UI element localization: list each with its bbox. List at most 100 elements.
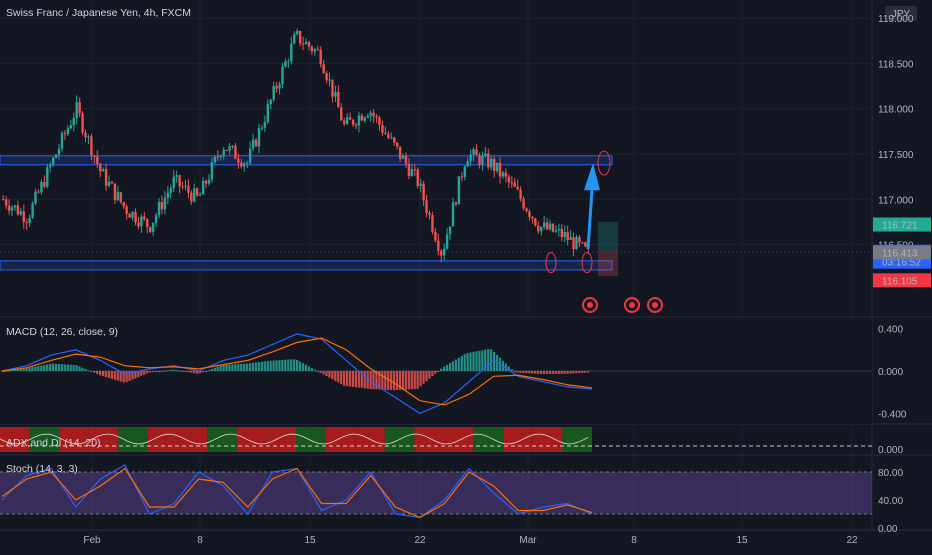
bull-candle — [443, 248, 446, 256]
macd-histogram-bar — [472, 351, 475, 371]
macd-histogram-bar — [531, 371, 534, 374]
macd-histogram-bar — [128, 371, 131, 381]
macd-histogram-bar — [381, 371, 384, 390]
macd-histogram-bar — [204, 371, 208, 372]
macd-histogram-bar — [528, 371, 531, 374]
macd-histogram-bar — [257, 362, 260, 371]
signal-line — [1, 337, 593, 406]
bear-candle — [348, 117, 352, 120]
time-tick-label: 8 — [197, 535, 203, 546]
macd-histogram-bar — [304, 364, 308, 371]
bear-candle — [7, 205, 11, 211]
adx-band — [503, 427, 533, 452]
bull-candle — [116, 192, 120, 201]
bear-candle — [360, 115, 364, 121]
bull-candle — [366, 115, 369, 118]
bear-candle — [84, 132, 87, 138]
adx-band — [296, 427, 326, 452]
bear-candle — [487, 153, 490, 168]
bull-candle — [166, 192, 170, 198]
bear-candle — [354, 124, 358, 126]
macd-histogram-bar — [363, 371, 366, 389]
bull-candle — [390, 137, 393, 139]
macd-histogram-bar — [13, 369, 16, 371]
bear-candle — [372, 112, 375, 117]
macd-histogram-bar — [445, 364, 449, 371]
bear-candle — [225, 149, 228, 151]
bear-candle — [149, 227, 152, 232]
bear-candle — [534, 218, 537, 226]
chart-title: Swiss Franc / Japanese Yen, 4h, FXCM — [6, 7, 191, 19]
macd-histogram-bar — [260, 361, 263, 371]
macd-histogram-bar — [475, 351, 478, 371]
bull-candle — [13, 205, 17, 208]
macd-histogram-bar — [296, 359, 299, 371]
macd-histogram-bar — [184, 371, 187, 372]
macd-histogram-bar — [143, 371, 146, 375]
macd-histogram-bar — [428, 371, 431, 379]
macd-histogram-bar — [231, 364, 234, 371]
macd-histogram-bar — [407, 371, 410, 390]
macd-histogram-bar — [190, 371, 193, 373]
projection-drawings[interactable] — [545, 150, 663, 313]
macd-histogram-bar — [566, 371, 569, 374]
bear-candle — [437, 240, 440, 251]
price-tick-label: 119.000 — [878, 14, 914, 25]
stoch-tick-label: 40.00 — [878, 496, 903, 507]
macd-histogram-bar — [469, 352, 472, 371]
macd-histogram-bar — [413, 371, 416, 389]
stoch-plot — [0, 464, 872, 519]
adx-band — [444, 427, 474, 452]
bull-candle — [184, 185, 187, 187]
macd-histogram-bar — [207, 370, 210, 372]
bear-candle — [537, 225, 540, 232]
bull-candle — [246, 162, 249, 164]
currency-badge[interactable]: JPY — [892, 9, 911, 20]
bear-candle — [78, 102, 81, 114]
macd-histogram-bar — [90, 371, 93, 372]
price-tick-label: 117.500 — [878, 150, 914, 161]
bull-candle — [151, 222, 155, 232]
zones[interactable] — [0, 155, 872, 271]
time-tick-label: 15 — [304, 535, 316, 546]
macd-histogram-bar — [60, 364, 63, 371]
bear-candle — [178, 175, 181, 187]
bear-candle — [578, 236, 581, 243]
resistance-zone — [0, 155, 613, 166]
macd-histogram-bar — [107, 371, 111, 378]
currency-badge-bg[interactable] — [885, 6, 917, 21]
adx-band — [207, 427, 237, 452]
up-arrow-shaft — [586, 190, 594, 250]
adx-band — [0, 427, 30, 452]
bull-candle — [554, 230, 558, 232]
macd-histogram-bar — [484, 349, 487, 371]
bear-candle — [398, 146, 402, 159]
adx-band — [59, 427, 89, 452]
bear-candle — [375, 116, 378, 118]
macd-histogram-bar — [137, 371, 140, 378]
macd-histogram-bar — [451, 361, 455, 371]
macd-histogram-bar — [201, 371, 205, 373]
macd-histogram-bar — [25, 368, 28, 371]
stoch-label: Stoch (14, 3, 3) — [6, 463, 78, 475]
bull-candle — [28, 217, 31, 223]
bear-candle — [425, 200, 428, 214]
target-circle — [597, 150, 611, 176]
macd-histogram-bar — [254, 362, 258, 371]
bear-candle — [240, 162, 243, 167]
bull-candle — [243, 163, 246, 167]
bull-candle — [472, 149, 475, 155]
macd-histogram-bar — [222, 364, 225, 371]
macd-histogram-bar — [443, 366, 446, 371]
macd-histogram-bar — [228, 364, 231, 371]
bull-candle — [213, 156, 217, 163]
macd-histogram-bar — [563, 371, 566, 374]
macd-histogram-bar — [193, 371, 196, 374]
time-axis[interactable]: Feb 8 15 22 Mar 8 15 22 — [83, 535, 858, 546]
bear-candle — [384, 132, 387, 134]
bear-candle — [528, 211, 531, 217]
bear-candle — [434, 231, 437, 241]
adx-band — [118, 427, 148, 452]
